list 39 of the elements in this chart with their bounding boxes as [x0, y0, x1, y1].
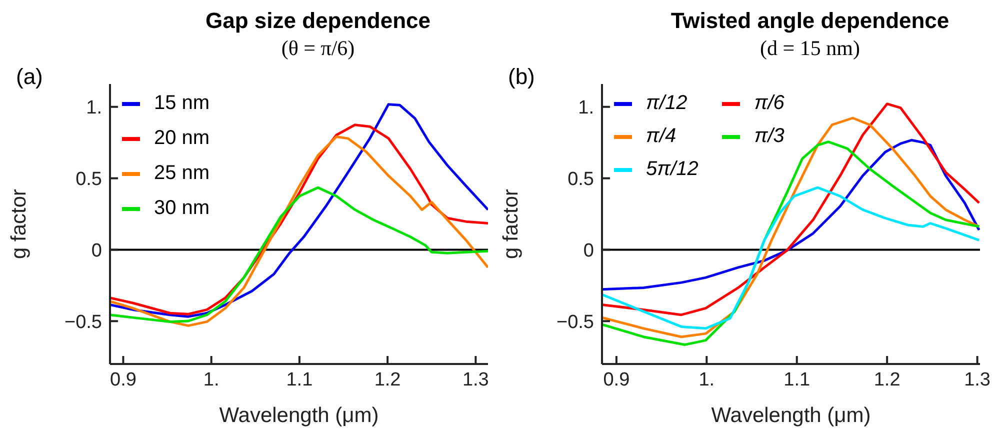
y-tick-label: 0 — [91, 240, 102, 262]
x-tick-label: 1.3 — [964, 369, 991, 390]
x-tick-label: 0.9 — [110, 369, 136, 390]
legend-label: π/3 — [754, 125, 784, 148]
x-tick-label: 1. — [698, 369, 715, 390]
y-tick-label: −0.5 — [556, 312, 594, 333]
text: (a) — [16, 64, 43, 90]
y-tick-label: 0 — [583, 240, 594, 262]
y-tick-label: 0.5 — [76, 169, 102, 190]
legend-label: 20 nm — [154, 127, 210, 150]
x-tick-label: 1.3 — [462, 369, 489, 390]
line-series — [110, 186, 488, 323]
legend-label: 30 nm — [154, 197, 210, 220]
x-tick-label: 1.1 — [784, 369, 810, 390]
x-tick-label: 0.9 — [603, 369, 630, 390]
legend-label: 5π/12 — [646, 158, 698, 181]
y-axis-title: g factor — [499, 188, 522, 260]
chart-subtitle: (d = 15 nm) — [759, 36, 861, 61]
legend-label: π/4 — [646, 125, 676, 148]
legend-label: π/12 — [646, 92, 688, 115]
text: (b) — [508, 64, 535, 90]
chart-subtitle: (θ = π/6) — [280, 36, 356, 61]
y-tick-label: 1. — [578, 98, 594, 119]
chart-title: Twisted angle dependence — [670, 8, 950, 34]
legend-label: 25 nm — [154, 162, 210, 185]
y-tick-label: −0.5 — [64, 312, 102, 333]
y-tick-label: 1. — [86, 98, 102, 119]
line-series — [602, 186, 980, 330]
x-tick-label: 1.2 — [374, 369, 401, 390]
y-tick-label: 0.5 — [568, 169, 594, 190]
x-tick-label: 1.1 — [286, 369, 313, 390]
legend-label: π/6 — [754, 92, 784, 115]
x-axis-title: Wavelength (μm) — [219, 404, 379, 427]
legend-label: 15 nm — [154, 92, 210, 115]
chart-title: Gap size dependence — [204, 8, 432, 34]
x-tick-label: 1.2 — [874, 369, 900, 390]
x-tick-label: 1. — [203, 369, 220, 390]
x-axis-title: Wavelength (μm) — [711, 404, 871, 427]
y-axis-title: g factor — [7, 188, 30, 260]
